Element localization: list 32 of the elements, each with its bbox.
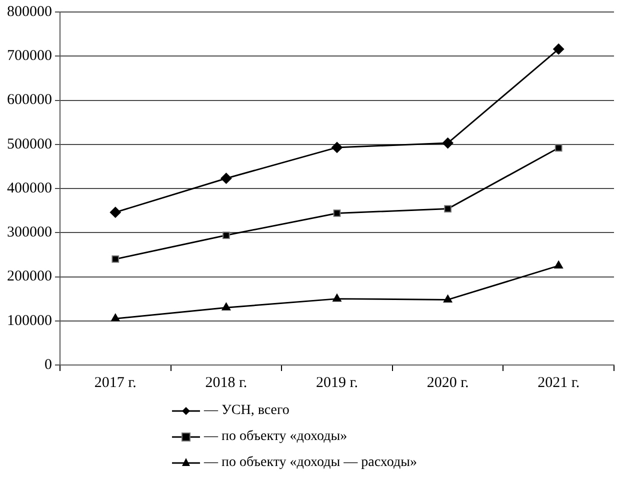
point: [553, 44, 564, 55]
x-tick-label: 2017 г.: [94, 374, 136, 391]
y-tick-label: 300000: [7, 224, 52, 241]
point: [222, 232, 230, 239]
point: [112, 255, 120, 263]
y-tick-label: 500000: [7, 136, 52, 152]
y-tick-label: 700000: [7, 48, 52, 64]
y-tick-label: 200000: [7, 268, 52, 285]
point: [554, 260, 563, 268]
point: [442, 138, 454, 149]
legend-label: — по объекту «доходы — расходы»: [204, 455, 417, 471]
point: [443, 294, 452, 302]
legend-label: — по объекту «доходы»: [204, 429, 348, 445]
x-tick-label: 2019 г.: [316, 374, 358, 391]
point: [332, 142, 342, 153]
point: [444, 205, 452, 212]
y-tick-label: 800000: [7, 4, 52, 20]
x-tick-label: 2021 г.: [538, 374, 580, 391]
point: [333, 210, 341, 217]
point: [110, 206, 121, 218]
y-tick-label: 400000: [7, 180, 52, 196]
legend-label: — УСН, всего: [204, 403, 290, 419]
point: [554, 144, 562, 152]
point: [220, 172, 232, 184]
y-tick-label: 600000: [7, 92, 52, 108]
point: [222, 302, 231, 310]
point: [332, 294, 342, 302]
y-tick-label: 100000: [7, 312, 52, 329]
y-tick-label: 0: [44, 356, 52, 373]
x-tick-label: 2018 г.: [205, 374, 248, 391]
point: [111, 314, 120, 322]
x-tick-label: 2020 г.: [426, 374, 469, 391]
